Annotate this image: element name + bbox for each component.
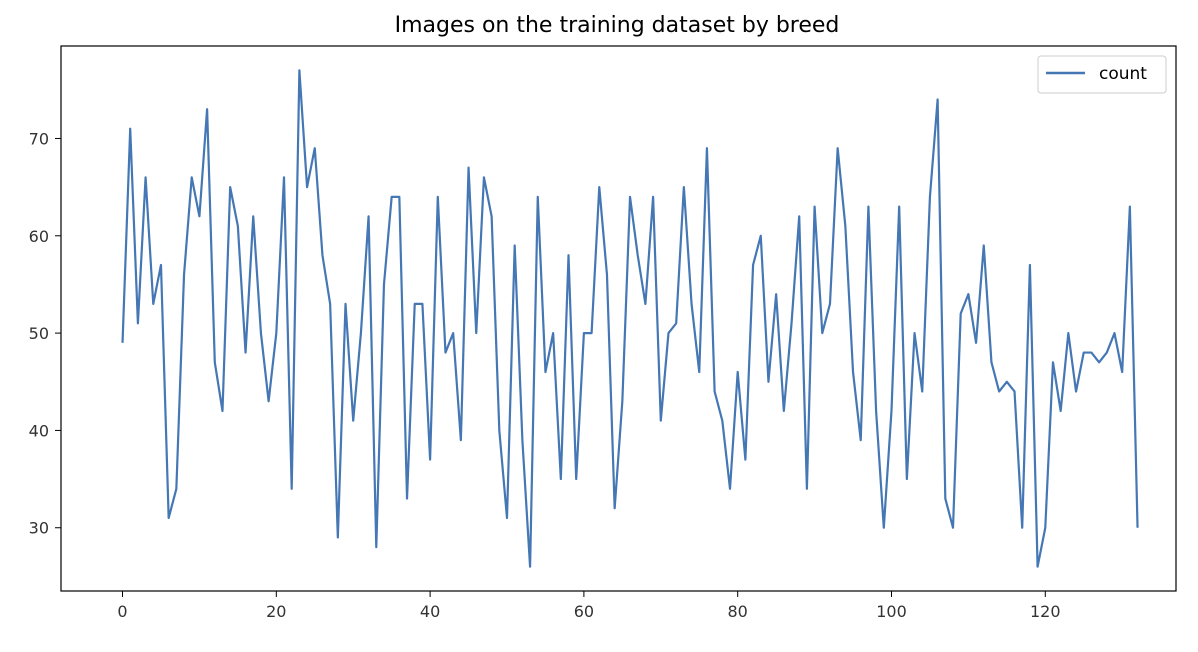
y-tick-label: 50 xyxy=(29,324,49,343)
y-tick-label: 30 xyxy=(29,519,49,538)
series-line-count xyxy=(121,69,1139,568)
x-tick-label: 40 xyxy=(420,602,440,621)
x-axis: 0 20 40 60 80 100 120 xyxy=(117,591,1061,621)
plot-area xyxy=(60,45,1177,592)
legend-box xyxy=(1037,55,1167,94)
x-tick-label: 80 xyxy=(728,602,748,621)
x-tick-label: 100 xyxy=(876,602,907,621)
series-layer xyxy=(121,69,1139,568)
y-tick-label: 70 xyxy=(29,129,49,148)
x-tick-label: 0 xyxy=(117,602,127,621)
y-axis: 30 40 50 60 70 xyxy=(29,129,61,538)
x-tick-label: 120 xyxy=(1030,602,1061,621)
y-tick-label: 40 xyxy=(29,421,49,440)
plot-frame xyxy=(60,45,1177,592)
legend-label-count: count xyxy=(1099,64,1147,84)
x-tick-label: 20 xyxy=(266,602,286,621)
legend: count xyxy=(1037,55,1167,94)
chart-title: Images on the training dataset by breed xyxy=(395,13,840,38)
y-tick-label: 60 xyxy=(29,227,49,246)
x-tick-label: 60 xyxy=(574,602,594,621)
